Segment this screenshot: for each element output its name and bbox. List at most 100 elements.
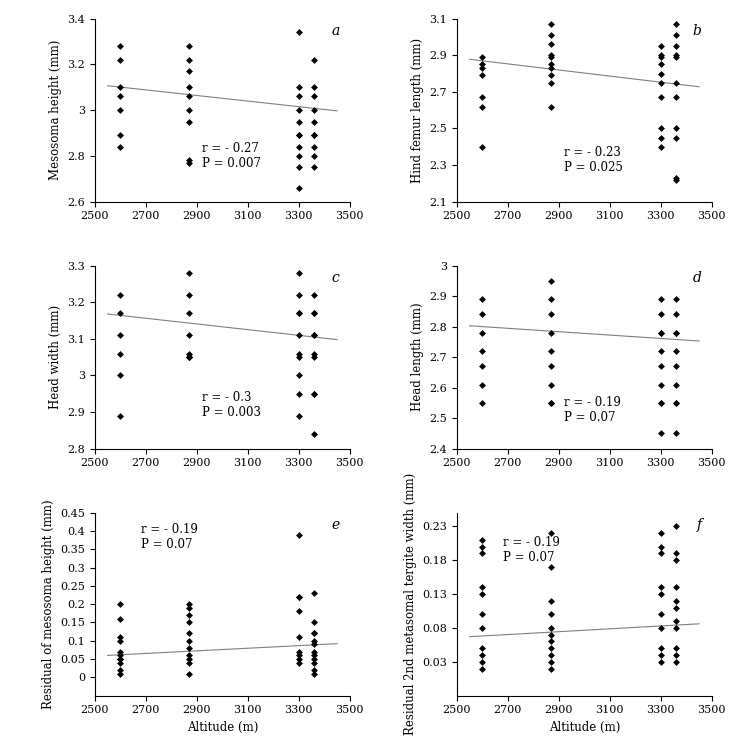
Text: r = - 0.23
P = 0.025: r = - 0.23 P = 0.025 <box>564 146 623 174</box>
Point <box>477 91 488 103</box>
Point <box>477 100 488 112</box>
Point <box>545 595 557 607</box>
Point <box>293 657 304 669</box>
Point <box>477 141 488 153</box>
Point <box>545 293 557 305</box>
Point <box>477 327 488 339</box>
Point <box>308 329 320 341</box>
Text: f: f <box>696 518 702 532</box>
Point <box>308 587 320 599</box>
Point <box>477 608 488 620</box>
Point <box>655 293 666 305</box>
Point <box>655 58 666 70</box>
Point <box>655 397 666 409</box>
Point <box>670 172 682 184</box>
Point <box>545 62 557 74</box>
Point <box>293 605 304 617</box>
Point <box>477 534 488 546</box>
Point <box>670 643 682 654</box>
Point <box>183 351 195 363</box>
Point <box>293 351 304 363</box>
Point <box>115 653 126 665</box>
Point <box>115 307 126 319</box>
Point <box>670 649 682 661</box>
Text: b: b <box>693 24 702 38</box>
Point <box>477 58 488 70</box>
Point <box>655 327 666 339</box>
Point <box>293 289 304 301</box>
Point <box>670 581 682 593</box>
Point <box>115 91 126 102</box>
Point <box>183 65 195 77</box>
Point <box>655 581 666 593</box>
Point <box>655 643 666 654</box>
Point <box>655 123 666 135</box>
Point <box>670 18 682 30</box>
Point <box>308 129 320 141</box>
Point <box>545 628 557 640</box>
Point <box>115 649 126 661</box>
Point <box>183 351 195 363</box>
Point <box>655 91 666 103</box>
Point <box>655 51 666 63</box>
Point <box>545 663 557 675</box>
Point <box>655 77 666 89</box>
Point <box>670 622 682 634</box>
Point <box>115 348 126 360</box>
Point <box>293 150 304 162</box>
Point <box>477 62 488 74</box>
Point <box>115 613 126 625</box>
Point <box>545 308 557 320</box>
Point <box>308 616 320 628</box>
X-axis label: Altitude (m): Altitude (m) <box>187 721 258 734</box>
Point <box>477 378 488 390</box>
Point <box>545 361 557 373</box>
Point <box>308 104 320 116</box>
Point <box>115 653 126 665</box>
Point <box>308 141 320 153</box>
Point <box>545 38 557 50</box>
Point <box>308 116 320 128</box>
Point <box>655 345 666 357</box>
Point <box>545 275 557 287</box>
Point <box>293 91 304 102</box>
Point <box>293 129 304 141</box>
Point <box>115 646 126 657</box>
Point <box>655 308 666 320</box>
Point <box>670 397 682 409</box>
Point <box>545 327 557 339</box>
Y-axis label: Head length (mm): Head length (mm) <box>411 303 424 411</box>
Point <box>308 307 320 319</box>
Point <box>670 554 682 566</box>
Y-axis label: Mesosoma height (mm): Mesosoma height (mm) <box>49 40 62 180</box>
Point <box>293 329 304 341</box>
Point <box>293 649 304 661</box>
Point <box>670 361 682 373</box>
Point <box>293 591 304 603</box>
Point <box>293 653 304 665</box>
Point <box>115 657 126 669</box>
Point <box>308 639 320 651</box>
Text: a: a <box>331 24 339 38</box>
Point <box>183 351 195 363</box>
Y-axis label: Residual 2nd metasomal tergite width (mm): Residual 2nd metasomal tergite width (mm… <box>404 473 417 735</box>
Point <box>655 548 666 560</box>
Point <box>655 622 666 634</box>
Point <box>655 656 666 668</box>
Point <box>115 54 126 66</box>
Point <box>308 628 320 640</box>
Point <box>477 293 488 305</box>
Point <box>655 49 666 61</box>
Point <box>183 649 195 661</box>
Point <box>670 174 682 186</box>
Point <box>308 54 320 66</box>
Point <box>308 129 320 141</box>
Text: r = - 0.19
P = 0.07: r = - 0.19 P = 0.07 <box>564 396 620 424</box>
Point <box>115 104 126 116</box>
X-axis label: Altitude (m): Altitude (m) <box>549 721 620 734</box>
Point <box>183 116 195 128</box>
Point <box>308 635 320 647</box>
Point <box>545 345 557 357</box>
Point <box>655 361 666 373</box>
Point <box>293 387 304 399</box>
